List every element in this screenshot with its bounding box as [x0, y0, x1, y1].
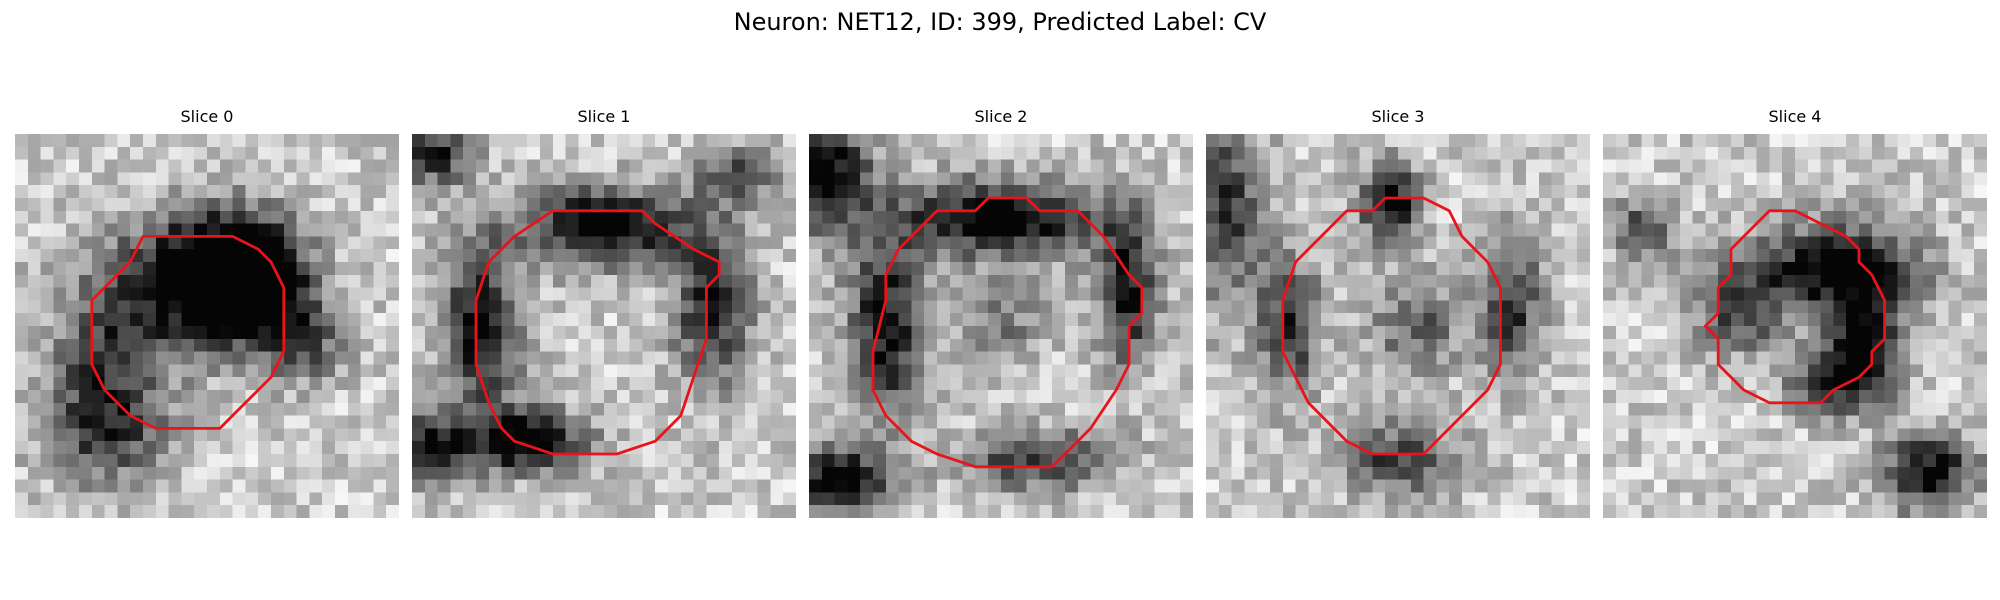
- pixel-grid: [809, 134, 1193, 518]
- pixel-grid: [15, 134, 399, 518]
- slice-3-title: Slice 3: [1371, 107, 1425, 126]
- pixel-grid: [1603, 134, 1987, 518]
- slice-0-title: Slice 0: [180, 107, 234, 126]
- pixel-grid: [412, 134, 796, 518]
- pixel-grid: [1206, 134, 1590, 518]
- slice-4-image: [1603, 134, 1987, 518]
- segmentation-contour: [1703, 209, 1887, 405]
- slice-0-image: [15, 134, 399, 518]
- slice-panel-3: Slice 3: [1206, 107, 1590, 519]
- slice-1-title: Slice 1: [577, 107, 631, 126]
- slice-panel-0: Slice 0: [15, 107, 399, 519]
- slice-panel-4: Slice 4: [1603, 107, 1987, 519]
- slice-4-title: Slice 4: [1768, 107, 1822, 126]
- figure-title: Neuron: NET12, ID: 399, Predicted Label:…: [733, 8, 1267, 36]
- segmentation-contour: [871, 196, 1144, 469]
- slice-panel-2: Slice 2: [809, 107, 1193, 519]
- slice-2-image: [809, 134, 1193, 518]
- slice-panel-1: Slice 1: [412, 107, 796, 519]
- segmentation-contour: [90, 234, 286, 430]
- segmentation-contour: [474, 209, 721, 456]
- segmentation-contour: [1281, 196, 1502, 456]
- slice-3-image: [1206, 134, 1590, 518]
- slice-2-title: Slice 2: [974, 107, 1028, 126]
- slice-1-image: [412, 134, 796, 518]
